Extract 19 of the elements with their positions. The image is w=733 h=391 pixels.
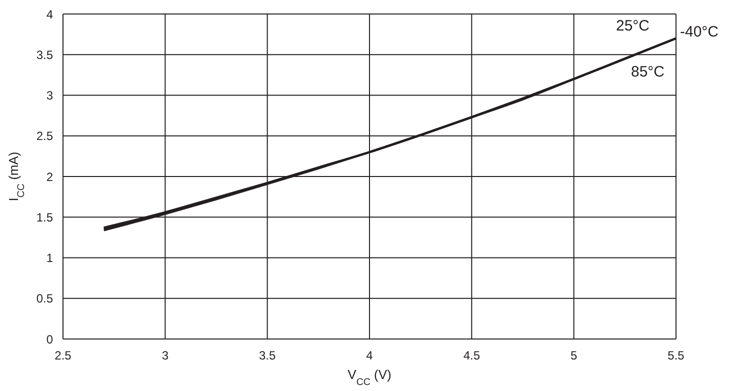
series-label: 85°C — [631, 63, 665, 80]
x-tick-label: 3 — [162, 348, 169, 363]
x-tick-label: 4.5 — [463, 348, 480, 363]
x-axis-title: V$_{CC}$ (V) — [348, 367, 392, 388]
y-tick-label: 1.5 — [36, 210, 54, 224]
y-tick-label: 1 — [46, 251, 54, 266]
x-tick-label: 5.5 — [668, 348, 685, 363]
series-label: 25°C — [616, 17, 650, 34]
x-tick-label: 4 — [366, 348, 374, 363]
series-label: -40°C — [680, 23, 719, 40]
y-tick-label: 3 — [46, 88, 54, 103]
y-tick-label: 3.5 — [36, 48, 54, 62]
y-tick-label: 4 — [46, 7, 54, 22]
x-tick-label: 5 — [570, 348, 578, 363]
y-tick-label: 2.5 — [36, 129, 54, 144]
y-tick-label: 2 — [46, 170, 54, 184]
y-tick-label: 0.5 — [36, 292, 54, 306]
x-tick-label: 3.5 — [258, 348, 276, 363]
y-tick-label: 0 — [46, 332, 54, 346]
